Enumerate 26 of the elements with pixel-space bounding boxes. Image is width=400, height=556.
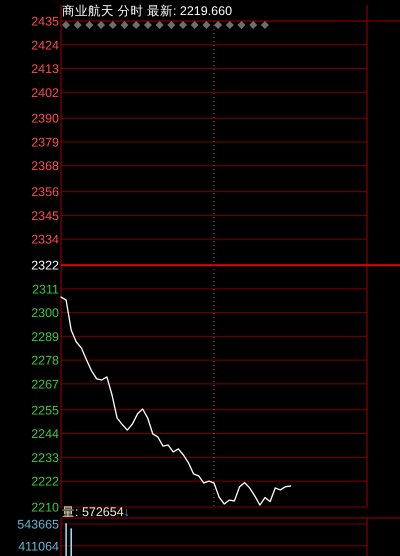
y-tick-label: 2300 (31, 306, 60, 320)
y-tick-label: 2278 (31, 354, 60, 368)
y-tick-label: 2435 (31, 14, 60, 28)
chart-title: 量: 572654↓ (62, 505, 130, 519)
line-series (60, 296, 292, 506)
y-tick-label: 2267 (31, 377, 60, 392)
y-tick-label: 2311 (32, 282, 60, 296)
y-tick-label: 2390 (31, 112, 60, 126)
y-tick-label: 2244 (31, 427, 60, 442)
y-tick-label: 2322 (31, 258, 60, 273)
chart-title: 商业航天 分时 最新: 2219.660 (62, 4, 232, 18)
y-tick-label: 2289 (31, 330, 60, 344)
y-tick-label: 2210 (31, 500, 60, 514)
y-tick-label: 2413 (31, 62, 60, 76)
y-tick-label: 543665 (17, 518, 60, 532)
y-tick-label: 2222 (31, 474, 60, 489)
y-tick-label: 2424 (31, 38, 60, 52)
y-tick-label: 2255 (31, 403, 60, 418)
y-tick-label: 2379 (31, 135, 60, 150)
y-tick-label: 2345 (31, 208, 60, 223)
y-tick-label: 2368 (31, 159, 60, 174)
y-tick-label: 2233 (31, 450, 60, 465)
y-tick-label: 411064 (18, 539, 60, 554)
y-tick-label: 2356 (31, 185, 60, 200)
y-tick-label: 2334 (31, 232, 60, 247)
y-tick-label: 2402 (31, 86, 60, 100)
